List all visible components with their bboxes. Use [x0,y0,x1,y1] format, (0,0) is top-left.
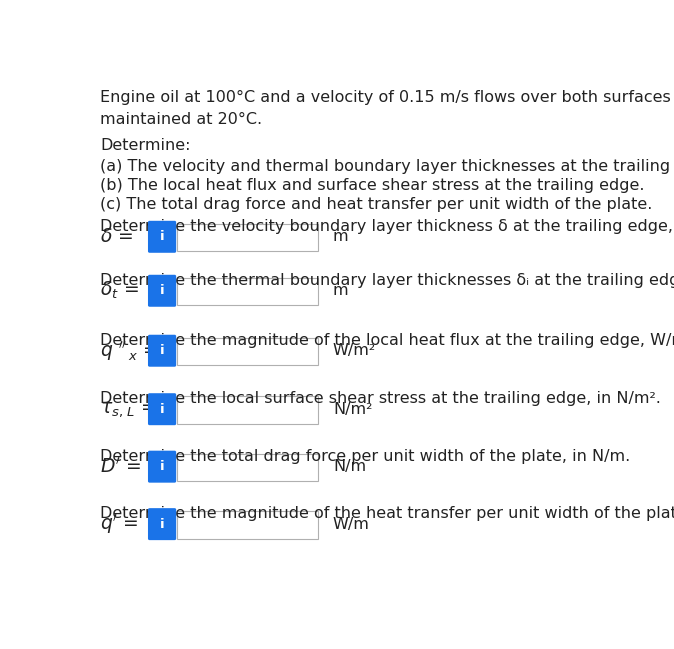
Text: Determine the thermal boundary layer thicknesses δᵢ at the trailing edge, in m.: Determine the thermal boundary layer thi… [100,273,674,288]
Text: i: i [160,460,164,473]
FancyBboxPatch shape [177,454,318,481]
Text: m: m [333,283,348,299]
Text: (b) The local heat flux and surface shear stress at the trailing edge.: (b) The local heat flux and surface shea… [100,178,644,193]
Text: Determine the local surface shear stress at the trailing edge, in N/m².: Determine the local surface shear stress… [100,391,661,406]
Text: $q$ $''_{\,x}$ =: $q$ $''_{\,x}$ = [100,339,158,363]
Text: Determine the magnitude of the local heat flux at the trailing edge, W/m².: Determine the magnitude of the local hea… [100,333,674,348]
Text: $\tau_{s,\,L}$ =: $\tau_{s,\,L}$ = [100,400,156,419]
Text: Determine the velocity boundary layer thickness δ at the trailing edge, in m.: Determine the velocity boundary layer th… [100,219,674,234]
Text: $D'$ =: $D'$ = [100,457,142,476]
Text: i: i [160,284,164,297]
Text: N/m²: N/m² [333,402,372,417]
Text: Determine the total drag force per unit width of the plate, in N/m.: Determine the total drag force per unit … [100,448,630,463]
FancyBboxPatch shape [148,508,176,540]
Text: N/m: N/m [333,459,366,474]
FancyBboxPatch shape [148,450,176,483]
Text: W/m²: W/m² [333,343,376,358]
Text: i: i [160,230,164,243]
Text: (a) The velocity and thermal boundary layer thicknesses at the trailing edge.: (a) The velocity and thermal boundary la… [100,159,674,174]
Text: $q'$ =: $q'$ = [100,512,139,536]
Text: $\delta_t$ =: $\delta_t$ = [100,280,139,301]
Text: i: i [160,518,164,531]
FancyBboxPatch shape [177,224,318,251]
Text: Determine the magnitude of the heat transfer per unit width of the plate, in W/m: Determine the magnitude of the heat tran… [100,506,674,521]
FancyBboxPatch shape [148,335,176,367]
FancyBboxPatch shape [177,278,318,305]
FancyBboxPatch shape [177,396,318,424]
FancyBboxPatch shape [148,221,176,252]
Text: W/m: W/m [333,517,370,532]
Text: $\delta$ =: $\delta$ = [100,227,133,246]
FancyBboxPatch shape [148,393,176,425]
FancyBboxPatch shape [177,337,318,365]
Text: (c) The total drag force and heat transfer per unit width of the plate.: (c) The total drag force and heat transf… [100,197,652,212]
FancyBboxPatch shape [148,275,176,307]
Text: i: i [160,402,164,416]
Text: m: m [333,229,348,244]
Text: Determine:: Determine: [100,138,191,153]
FancyBboxPatch shape [177,511,318,539]
Text: Engine oil at 100°C and a velocity of 0.15 m/s flows over both surfaces of a 1.1: Engine oil at 100°C and a velocity of 0.… [100,90,674,127]
Text: i: i [160,344,164,357]
